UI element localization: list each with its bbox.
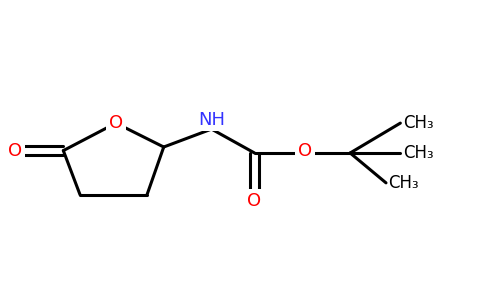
Text: O: O [247, 192, 262, 210]
Text: NH: NH [198, 110, 225, 128]
Text: CH₃: CH₃ [403, 144, 433, 162]
Text: CH₃: CH₃ [403, 114, 433, 132]
Text: O: O [298, 142, 312, 160]
Text: CH₃: CH₃ [388, 174, 419, 192]
Text: O: O [9, 142, 23, 160]
Text: O: O [109, 114, 123, 132]
